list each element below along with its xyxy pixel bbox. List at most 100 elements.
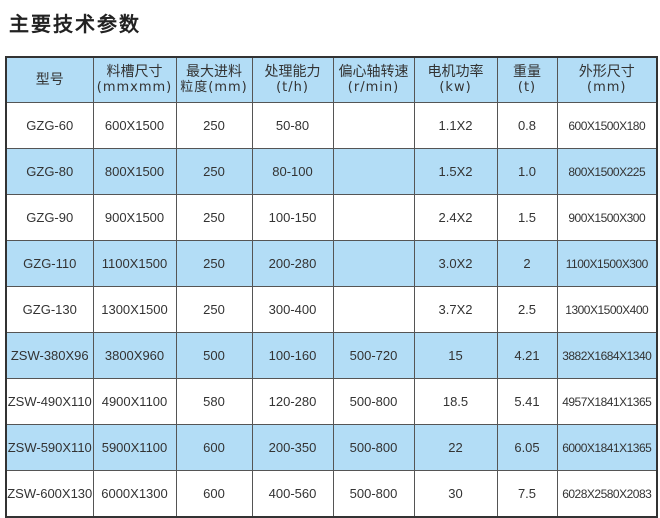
cell-overall-dimensions: 800X1500X225 — [556, 148, 658, 195]
page-title: 主要技术参数 — [9, 12, 141, 36]
cell-motor-power: 1.1X2 — [413, 102, 498, 149]
header-unit: (kw) — [439, 80, 472, 95]
header-motor-power: 电机功率 (kw) — [413, 56, 498, 103]
cell-model: ZSW-490X110 — [5, 378, 94, 425]
cell-overall-dimensions: 900X1500X300 — [556, 194, 658, 241]
header-model: 型号 — [5, 56, 94, 103]
cell-eccentric-speed: 500-800 — [332, 470, 415, 518]
cell-eccentric-speed: 500-720 — [332, 332, 415, 379]
cell-model: ZSW-380X96 — [5, 332, 94, 379]
table-row: ZSW-590X110 5900X1100 600 200-350 500-800 22 6… — [5, 424, 658, 471]
header-label: 处理能力 — [264, 64, 321, 80]
table-row: GZG-60 600X1500 250 50-80 1.1X2 0.8 600X1500X1… — [5, 102, 658, 149]
cell-motor-power: 18.5 — [413, 378, 498, 425]
table-row: ZSW-600X130 6000X1300 600 400-560 500-800 30 7… — [5, 470, 658, 518]
header-unit: (t) — [517, 80, 537, 95]
header-label: 最大进料 — [186, 64, 242, 80]
header-label: 外形尺寸 — [578, 64, 635, 80]
cell-capacity: 400-560 — [251, 470, 334, 518]
cell-capacity: 200-350 — [251, 424, 334, 471]
cell-capacity: 300-400 — [251, 286, 334, 333]
cell-trough-size: 3800X960 — [92, 332, 177, 379]
cell-model: ZSW-600X130 — [5, 470, 94, 518]
cell-max-feed-size: 250 — [175, 240, 253, 287]
cell-max-feed-size: 250 — [175, 286, 253, 333]
cell-eccentric-speed: 500-800 — [332, 424, 415, 471]
cell-capacity: 120-280 — [251, 378, 334, 425]
cell-weight: 0.8 — [496, 102, 558, 149]
cell-overall-dimensions: 600X1500X180 — [556, 102, 658, 149]
header-label: 料槽尺寸 — [106, 64, 163, 80]
cell-capacity: 100-150 — [251, 194, 334, 241]
cell-overall-dimensions: 6028X2580X2083 — [556, 470, 658, 518]
cell-max-feed-size: 250 — [175, 148, 253, 195]
cell-capacity: 50-80 — [251, 102, 334, 149]
cell-eccentric-speed — [332, 148, 415, 195]
cell-overall-dimensions: 4957X1841X1365 — [556, 378, 658, 425]
table-row: GZG-90 900X1500 250 100-150 2.4X2 1.5 900X1500… — [5, 194, 658, 241]
table-row: ZSW-380X96 3800X960 500 100-160 500-720 15 4.2… — [5, 332, 658, 379]
cell-overall-dimensions: 1300X1500X400 — [556, 286, 658, 333]
cell-motor-power: 15 — [413, 332, 498, 379]
header-eccentric-speed: 偏心轴转速 (r/min) — [332, 56, 415, 103]
cell-max-feed-size: 580 — [175, 378, 253, 425]
cell-eccentric-speed — [332, 194, 415, 241]
header-weight: 重量 (t) — [496, 56, 558, 103]
cell-max-feed-size: 600 — [175, 470, 253, 518]
header-unit: (mm) — [587, 80, 627, 95]
cell-eccentric-speed — [332, 240, 415, 287]
cell-model: GZG-110 — [5, 240, 94, 287]
cell-motor-power: 2.4X2 — [413, 194, 498, 241]
table-header-row: 型号 料槽尺寸 (mmxmm) 最大进料 粒度(mm) 处理能力 (t/h) 偏心轴转速 (r/… — [5, 56, 658, 103]
cell-trough-size: 1100X1500 — [92, 240, 177, 287]
header-overall-dimensions: 外形尺寸 (mm) — [556, 56, 658, 103]
cell-overall-dimensions: 6000X1841X1365 — [556, 424, 658, 471]
cell-weight: 2.5 — [496, 286, 558, 333]
cell-model: GZG-80 — [5, 148, 94, 195]
cell-capacity: 100-160 — [251, 332, 334, 379]
cell-trough-size: 5900X1100 — [92, 424, 177, 471]
header-max-feed-size: 最大进料 粒度(mm) — [175, 56, 253, 103]
header-label: 型号 — [35, 71, 64, 88]
cell-eccentric-speed — [332, 286, 415, 333]
cell-weight: 1.0 — [496, 148, 558, 195]
cell-max-feed-size: 500 — [175, 332, 253, 379]
cell-motor-power: 22 — [413, 424, 498, 471]
header-label: 偏心轴转速 — [338, 64, 409, 80]
table-row: ZSW-490X110 4900X1100 580 120-280 500-800 18.… — [5, 378, 658, 425]
cell-motor-power: 30 — [413, 470, 498, 518]
header-trough-size: 料槽尺寸 (mmxmm) — [92, 56, 177, 103]
cell-motor-power: 3.7X2 — [413, 286, 498, 333]
header-label: 重量 — [513, 64, 541, 80]
table-row: GZG-110 1100X1500 250 200-280 3.0X2 2 1100X150… — [5, 240, 658, 287]
cell-motor-power: 1.5X2 — [413, 148, 498, 195]
table-row: GZG-80 800X1500 250 80-100 1.5X2 1.0 800X1500X… — [5, 148, 658, 195]
spec-table: 型号 料槽尺寸 (mmxmm) 最大进料 粒度(mm) 处理能力 (t/h) 偏心轴转速 (r/… — [5, 56, 658, 518]
cell-model: GZG-60 — [5, 102, 94, 149]
cell-weight: 1.5 — [496, 194, 558, 241]
cell-model: ZSW-590X110 — [5, 424, 94, 471]
header-capacity: 处理能力 (t/h) — [251, 56, 334, 103]
cell-weight: 5.41 — [496, 378, 558, 425]
cell-weight: 7.5 — [496, 470, 558, 518]
header-unit: (r/min) — [347, 80, 400, 95]
cell-overall-dimensions: 3882X1684X1340 — [556, 332, 658, 379]
cell-trough-size: 1300X1500 — [92, 286, 177, 333]
cell-trough-size: 800X1500 — [92, 148, 177, 195]
cell-trough-size: 6000X1300 — [92, 470, 177, 518]
cell-trough-size: 4900X1100 — [92, 378, 177, 425]
cell-overall-dimensions: 1100X1500X300 — [556, 240, 658, 287]
cell-capacity: 80-100 — [251, 148, 334, 195]
cell-max-feed-size: 600 — [175, 424, 253, 471]
cell-weight: 6.05 — [496, 424, 558, 471]
cell-motor-power: 3.0X2 — [413, 240, 498, 287]
table-row: GZG-130 1300X1500 250 300-400 3.7X2 2.5 1300X1… — [5, 286, 658, 333]
cell-trough-size: 600X1500 — [92, 102, 177, 149]
cell-trough-size: 900X1500 — [92, 194, 177, 241]
cell-max-feed-size: 250 — [175, 102, 253, 149]
header-unit: (t/h) — [276, 80, 309, 95]
cell-weight: 4.21 — [496, 332, 558, 379]
cell-eccentric-speed — [332, 102, 415, 149]
cell-model: GZG-90 — [5, 194, 94, 241]
header-unit: 粒度(mm) — [180, 80, 248, 95]
